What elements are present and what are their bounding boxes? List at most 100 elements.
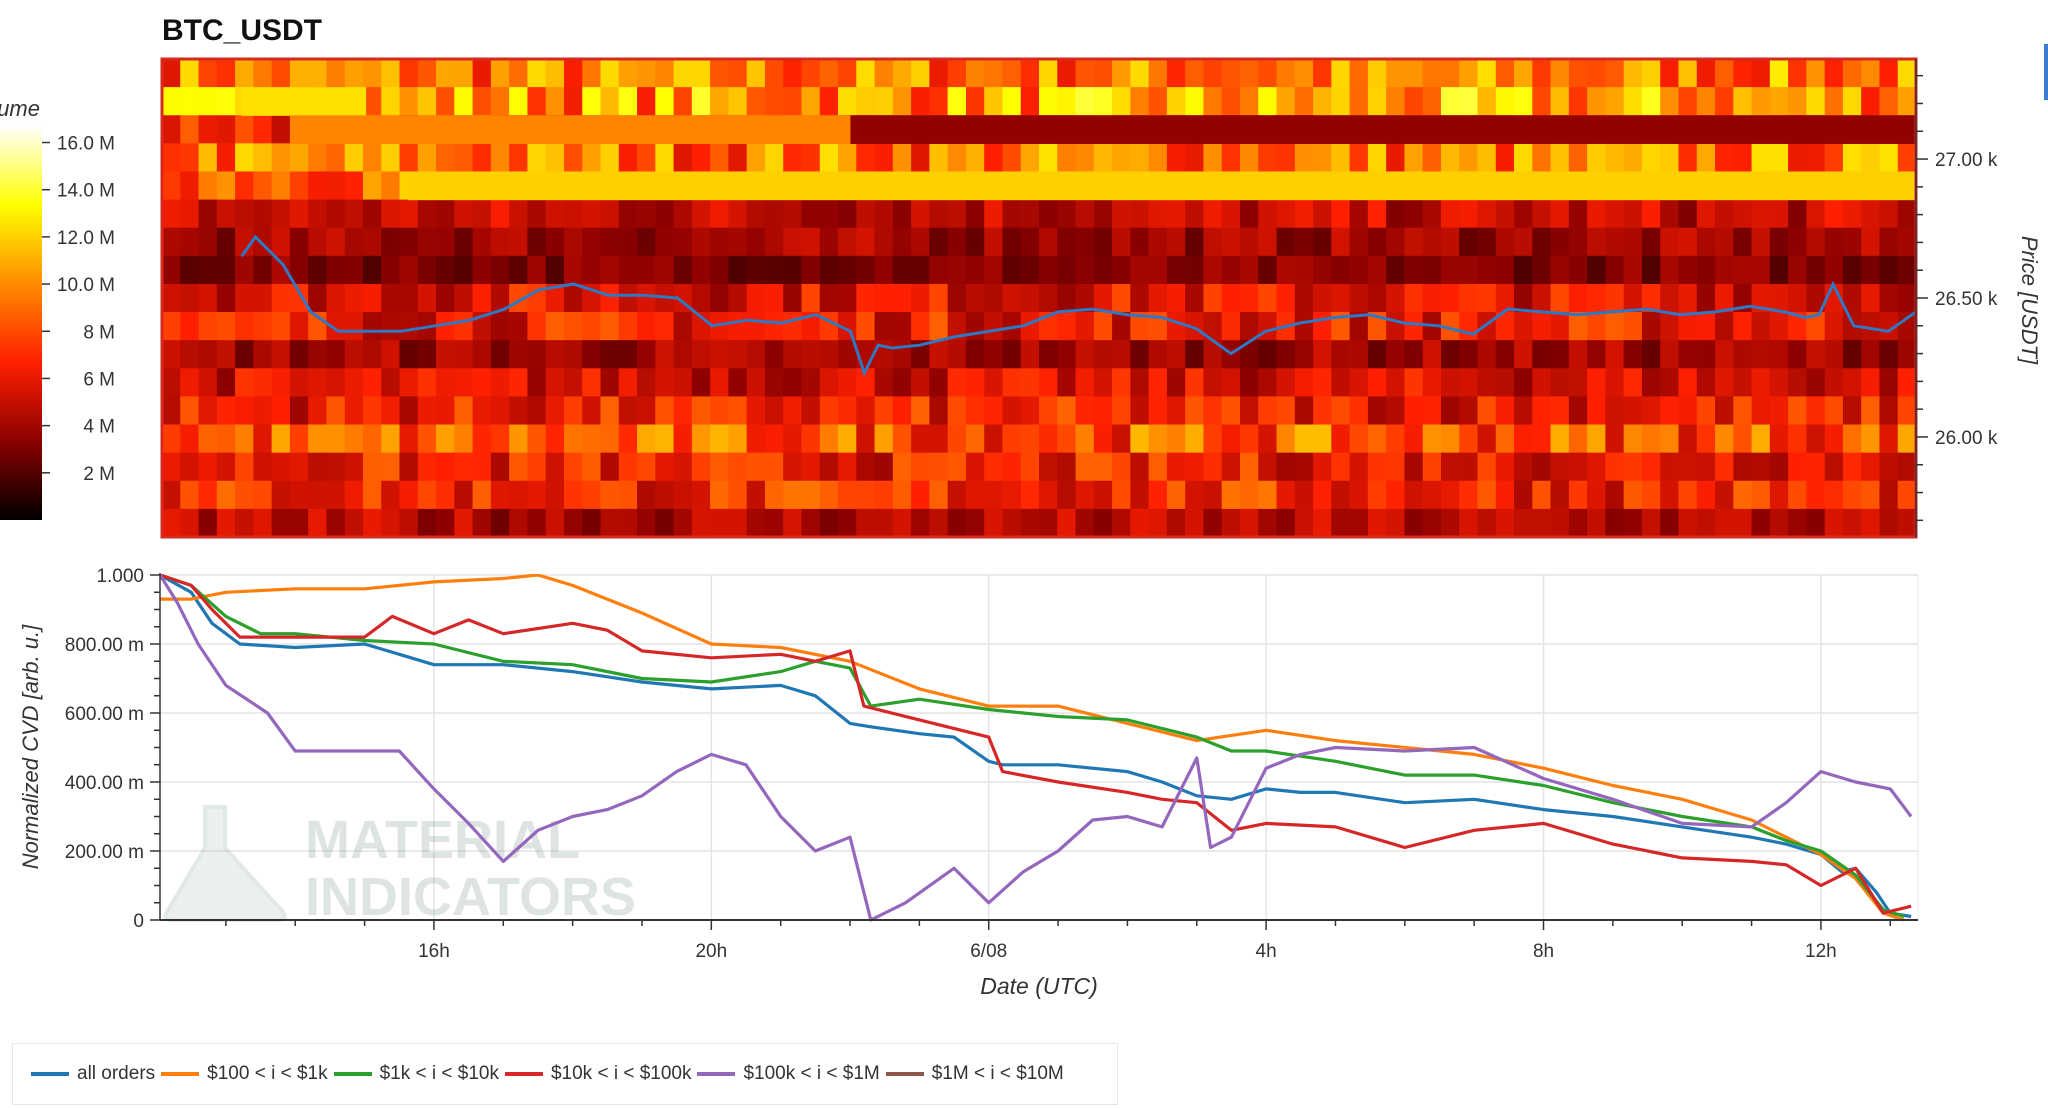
volume-colorbar: Volume 2 M 4 M 6 M 8 M 10.0 M 12.0 M 14.0 M 16.… — [0, 96, 115, 520]
heatmap-cell — [527, 452, 547, 482]
heatmap-cell — [1331, 143, 1351, 173]
heatmap-cell — [819, 480, 839, 510]
heatmap-cell — [655, 368, 675, 398]
heatmap-cell — [691, 59, 711, 88]
heatmap-cell — [618, 312, 638, 341]
heatmap-cell — [1093, 199, 1113, 229]
heatmap-cell — [1349, 480, 1369, 510]
heatmap-cell — [1203, 255, 1223, 285]
heatmap-cell — [1806, 396, 1826, 426]
legend-item[interactable]: $100k < i < $1M — [697, 1063, 880, 1085]
heatmap-cell — [527, 312, 547, 341]
heatmap-cell — [253, 424, 273, 454]
heatmap-cell — [1788, 59, 1807, 88]
heatmap-cell — [454, 227, 474, 257]
heatmap-cell — [399, 340, 419, 369]
heatmap-cell — [1203, 396, 1223, 426]
heatmap-cell — [1386, 452, 1406, 482]
heatmap-cell — [216, 87, 236, 116]
heatmap-cell — [326, 368, 346, 398]
heatmap-cell — [253, 283, 273, 313]
heatmap-cell — [1404, 283, 1424, 313]
heatmap-cell — [746, 87, 766, 116]
heatmap-cell — [1623, 59, 1643, 88]
heatmap-cell — [1769, 283, 1789, 313]
heatmap-cell — [856, 227, 876, 257]
heatmap-cell — [1660, 312, 1680, 341]
heatmap-cell — [216, 508, 236, 537]
heatmap-cell — [362, 59, 382, 88]
heatmap-cell — [344, 508, 364, 537]
heatmap-cell — [417, 508, 437, 537]
heatmap-cell — [1824, 227, 1844, 257]
heatmap-cell — [764, 227, 784, 257]
heatmap-cell — [801, 368, 821, 398]
heatmap-cell — [1093, 87, 1113, 116]
heatmap-cell — [637, 480, 656, 510]
heatmap-cell — [1879, 143, 1899, 173]
heatmap-cell — [764, 396, 784, 426]
heatmap-cell — [362, 480, 382, 510]
heatmap-cell — [1660, 368, 1680, 398]
heatmap-cell — [637, 143, 656, 173]
heatmap-cell — [308, 59, 328, 88]
heatmap-cell — [600, 452, 620, 482]
heatmap-cell — [1057, 340, 1077, 369]
heatmap-cell — [381, 312, 401, 341]
heatmap-cell — [1678, 368, 1698, 398]
heatmap-cell — [1879, 227, 1899, 257]
heatmap-cell — [929, 87, 949, 116]
heatmap-cell — [1861, 340, 1881, 369]
heatmap-cell — [691, 396, 711, 426]
heatmap-cell — [637, 255, 656, 285]
legend-item[interactable]: $1k < i < $10k — [333, 1063, 499, 1085]
heatmap-cell — [600, 255, 620, 285]
heatmap-cell — [417, 59, 437, 88]
heatmap-cell — [1075, 199, 1095, 229]
heatmap-cell — [1422, 87, 1442, 116]
legend-item[interactable]: $1M < i < $10M — [885, 1063, 1064, 1085]
heatmap-cell — [1587, 396, 1606, 426]
heatmap-band — [407, 171, 1916, 201]
heatmap-cell — [454, 396, 474, 426]
heatmap-cell — [874, 143, 894, 173]
heatmap-cell — [308, 199, 328, 229]
heatmap-cell — [1861, 283, 1881, 313]
heatmap-cell — [472, 87, 492, 116]
heatmap-cell — [1696, 143, 1716, 173]
heatmap-cell — [454, 59, 474, 88]
heatmap-cell — [271, 227, 291, 257]
legend-item[interactable]: $10k < i < $100k — [504, 1063, 691, 1085]
heatmap-cell — [1404, 59, 1424, 88]
heatmap-cell — [1550, 368, 1570, 398]
heatmap-cell — [180, 199, 200, 229]
heatmap-cell — [1751, 255, 1771, 285]
heatmap-cell — [1751, 340, 1771, 369]
heatmap-cell — [1349, 508, 1369, 537]
heatmap-cell — [216, 283, 236, 313]
legend-item[interactable]: all orders — [31, 1063, 155, 1085]
heatmap-cell — [838, 255, 857, 285]
heatmap-cell — [472, 59, 492, 88]
heatmap-cell — [1331, 59, 1351, 88]
heatmap-cell — [1459, 452, 1479, 482]
heatmap-cell — [381, 340, 401, 369]
legend-item[interactable]: $100 < i < $1k — [161, 1063, 328, 1085]
heatmap-cell — [1459, 227, 1479, 257]
heatmap-cell — [600, 508, 620, 537]
heatmap-cell — [253, 171, 273, 201]
heatmap-cell — [984, 424, 1004, 454]
heatmap-cell — [1733, 255, 1753, 285]
heatmap-cell — [1367, 424, 1387, 454]
heatmap-cell — [1824, 452, 1844, 482]
heatmap-cell — [1605, 87, 1625, 116]
heatmap-cell — [235, 452, 254, 482]
heatmap-cell — [1276, 452, 1296, 482]
heatmap-cell — [344, 452, 364, 482]
heatmap-cell — [509, 340, 529, 369]
heatmap-cell — [1788, 87, 1807, 116]
heatmap-cell — [326, 283, 346, 313]
heatmap-cell — [856, 312, 876, 341]
heatmap-cell — [710, 143, 729, 173]
heatmap-cell — [874, 424, 894, 454]
